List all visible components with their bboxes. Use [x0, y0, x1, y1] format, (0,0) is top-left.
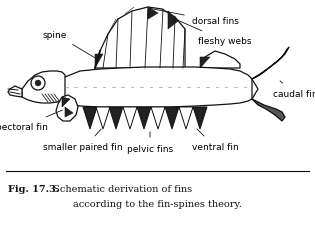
- Text: Schematic derivation of fins: Schematic derivation of fins: [50, 184, 192, 193]
- Polygon shape: [200, 58, 210, 69]
- Text: dorsal fins: dorsal fins: [151, 9, 238, 26]
- Polygon shape: [125, 8, 134, 15]
- Polygon shape: [8, 87, 22, 98]
- Polygon shape: [109, 108, 123, 129]
- Polygon shape: [123, 108, 137, 129]
- Text: caudal fin: caudal fin: [273, 82, 315, 99]
- Polygon shape: [252, 48, 289, 80]
- Polygon shape: [108, 20, 116, 35]
- Polygon shape: [95, 8, 185, 69]
- Polygon shape: [65, 108, 73, 117]
- Text: Fig. 17.3.: Fig. 17.3.: [8, 184, 59, 193]
- Polygon shape: [179, 108, 193, 129]
- Polygon shape: [168, 12, 178, 30]
- Circle shape: [31, 77, 45, 91]
- Text: pectoral fin: pectoral fin: [0, 111, 62, 132]
- Polygon shape: [56, 95, 78, 121]
- Polygon shape: [148, 8, 158, 20]
- Polygon shape: [62, 98, 70, 108]
- Text: according to the fin-spines theory.: according to the fin-spines theory.: [72, 199, 241, 208]
- Polygon shape: [165, 108, 179, 129]
- Text: pelvic fins: pelvic fins: [127, 132, 173, 154]
- Text: fleshy webs: fleshy webs: [178, 21, 252, 46]
- Text: smaller paired fins: smaller paired fins: [43, 129, 127, 152]
- Polygon shape: [137, 108, 151, 129]
- Polygon shape: [252, 100, 285, 121]
- Polygon shape: [95, 55, 103, 69]
- Polygon shape: [200, 52, 240, 69]
- Polygon shape: [83, 108, 97, 129]
- Circle shape: [36, 81, 41, 86]
- Polygon shape: [22, 72, 65, 104]
- Polygon shape: [151, 108, 165, 129]
- Text: ventral fin: ventral fin: [192, 129, 238, 152]
- Polygon shape: [96, 108, 110, 129]
- Polygon shape: [55, 68, 252, 108]
- Text: spine: spine: [43, 30, 94, 58]
- Polygon shape: [193, 108, 207, 129]
